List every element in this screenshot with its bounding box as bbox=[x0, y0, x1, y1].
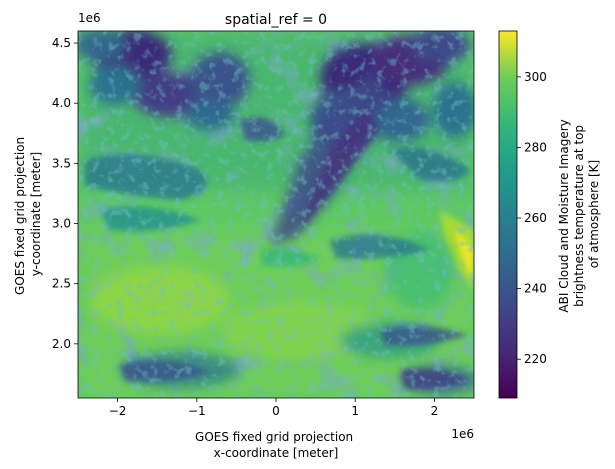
colorbar-label: ABI Cloud and Moisture Imagery brightnes… bbox=[557, 115, 601, 312]
x-offset-text: 1e6 bbox=[451, 427, 474, 441]
y-offset-text: 1e6 bbox=[78, 11, 101, 25]
y-tick-label: 4.0 bbox=[52, 96, 71, 110]
x-tick-label: 0 bbox=[272, 404, 280, 418]
y-tick-label: 4.5 bbox=[52, 36, 71, 50]
colorbar-tick-label: 280 bbox=[524, 140, 547, 154]
y-axis: 2.0 2.5 3.0 3.5 4.0 4.5 bbox=[52, 36, 78, 351]
colorbar-tick-label: 220 bbox=[524, 352, 547, 366]
x-axis: −2 −1 0 1 2 bbox=[109, 398, 438, 418]
y-tick-label: 2.0 bbox=[52, 337, 71, 351]
x-tick-label: −2 bbox=[109, 404, 127, 418]
chart-title: spatial_ref = 0 bbox=[225, 12, 327, 28]
y-tick-label: 3.0 bbox=[52, 217, 71, 231]
y-axis-label-line-2: y-coordinate [meter] bbox=[29, 152, 43, 277]
y-tick-label: 2.5 bbox=[52, 277, 71, 291]
colorbar-axis: 220 240 260 280 300 bbox=[517, 70, 547, 366]
x-axis-label-line-2: x-coordinate [meter] bbox=[214, 446, 339, 460]
colorbar-tick-label: 260 bbox=[524, 211, 547, 225]
y-axis-label-line-1: GOES fixed grid projection bbox=[13, 137, 27, 295]
x-axis-label: GOES fixed grid projection x-coordinate … bbox=[195, 430, 357, 460]
colorbar bbox=[498, 30, 518, 399]
colorbar-label-line-3: of atmosphere [K] bbox=[587, 160, 601, 268]
colorbar-label-line-2: brightness temperature at top bbox=[572, 125, 586, 307]
colorbar-tick-label: 300 bbox=[524, 70, 547, 84]
colorbar-tick-label: 240 bbox=[524, 282, 547, 296]
x-tick-label: 2 bbox=[431, 404, 439, 418]
y-tick-label: 3.5 bbox=[52, 156, 71, 170]
y-axis-label: GOES fixed grid projection y-coordinate … bbox=[13, 133, 43, 295]
x-tick-label: 1 bbox=[351, 404, 359, 418]
colorbar-label-line-1: ABI Cloud and Moisture Imagery bbox=[557, 119, 571, 312]
x-axis-label-line-1: GOES fixed grid projection bbox=[195, 430, 353, 444]
heatmap-image bbox=[78, 31, 474, 398]
x-tick-label: −1 bbox=[188, 404, 206, 418]
